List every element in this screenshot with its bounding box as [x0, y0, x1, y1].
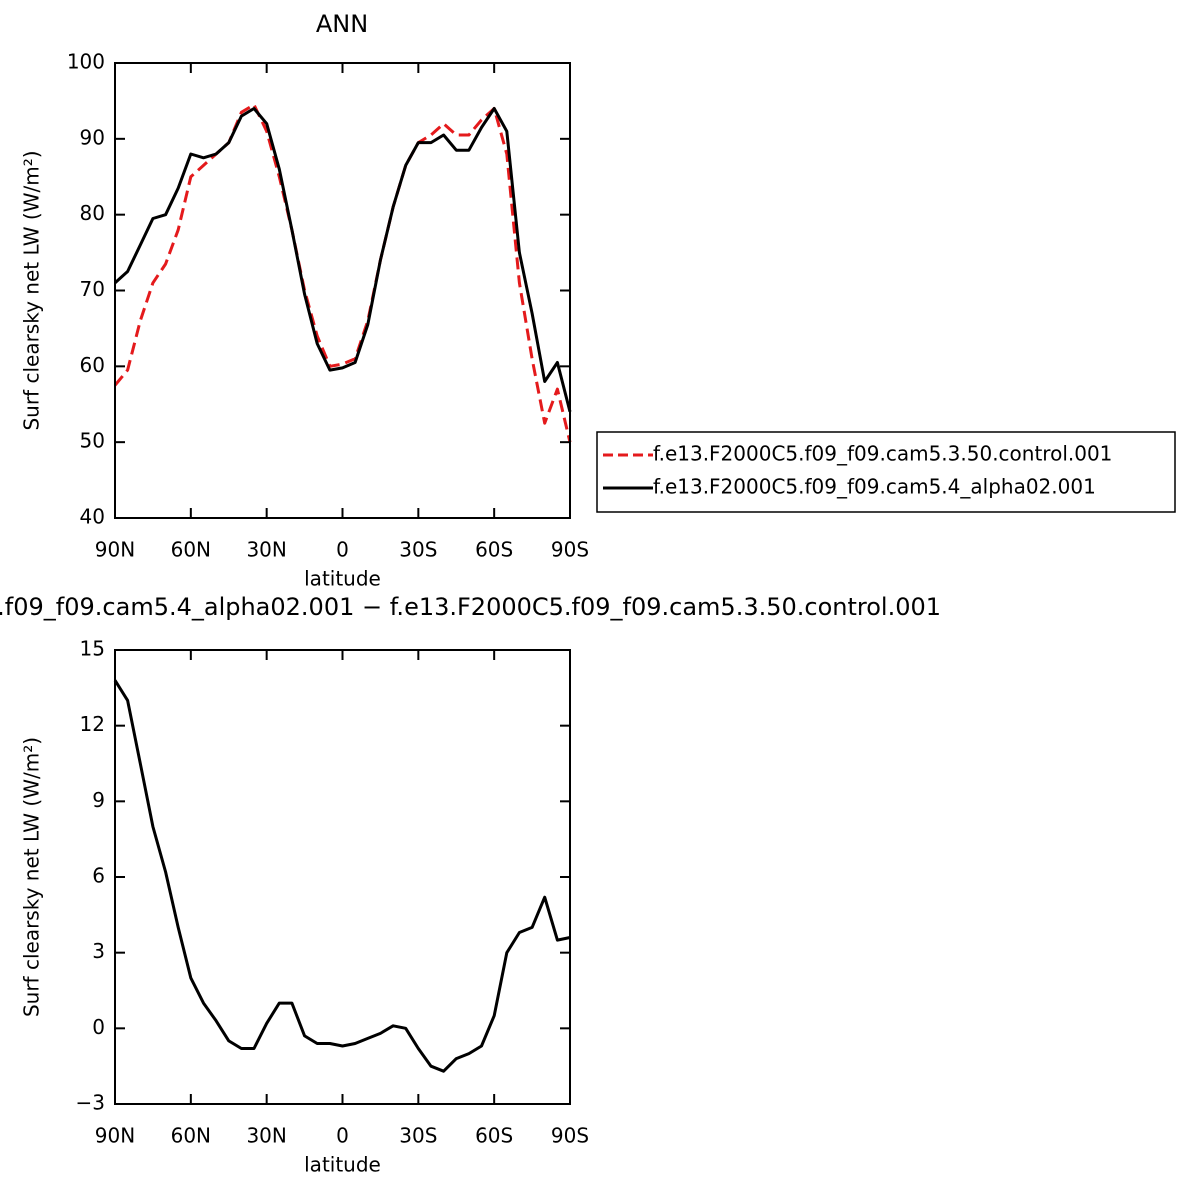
legend-label: f.e13.F2000C5.f09_f09.cam5.4_alpha02.001: [653, 475, 1096, 499]
y-tick-label: 80: [80, 201, 105, 225]
plot-frame: [114, 62, 571, 519]
x-tick-label: 30N: [246, 1124, 286, 1148]
y-tick-label: 90: [80, 125, 105, 149]
chart-title: f.e13.F2000C5.f09_f09.cam5.4_alpha02.001…: [0, 593, 941, 621]
chart-title: ANN: [316, 10, 368, 38]
y-tick-label: 50: [80, 429, 105, 453]
y-axis-label: Surf clearsky net LW (W/m²): [20, 150, 44, 430]
plot-frame: [114, 649, 571, 1105]
y-tick-label: 15: [80, 637, 105, 661]
y-axis-label: Surf clearsky net LW (W/m²): [20, 737, 44, 1017]
x-tick-label: 0: [336, 538, 349, 562]
x-tick-label: 90N: [95, 1124, 135, 1148]
y-tick-label: 6: [92, 864, 105, 888]
x-tick-label: 90S: [551, 1124, 589, 1148]
y-tick-label: −3: [76, 1091, 105, 1115]
x-tick-label: 60S: [475, 1124, 513, 1148]
y-tick-label: 60: [80, 353, 105, 377]
x-tick-label: 90N: [95, 538, 135, 562]
y-tick-label: 9: [92, 788, 105, 812]
x-tick-label: 60N: [171, 538, 211, 562]
y-tick-label: 100: [67, 50, 105, 74]
x-axis-label: latitude: [304, 1153, 381, 1177]
x-tick-label: 30S: [399, 1124, 437, 1148]
data-line: [113, 679, 571, 1073]
legend-label: f.e13.F2000C5.f09_f09.cam5.3.50.control.…: [653, 442, 1112, 466]
y-tick-label: 70: [80, 277, 105, 301]
data-line: [113, 103, 572, 443]
x-tick-label: 90S: [551, 538, 589, 562]
y-tick-label: 3: [92, 939, 105, 963]
data-line: [113, 107, 572, 413]
y-tick-label: 0: [92, 1015, 105, 1039]
x-tick-label: 60N: [171, 1124, 211, 1148]
x-tick-label: 30N: [246, 538, 286, 562]
y-tick-label: 12: [80, 712, 105, 736]
x-tick-label: 30S: [399, 538, 437, 562]
y-tick-label: 40: [80, 505, 105, 529]
x-tick-label: 0: [336, 1124, 349, 1148]
legend-box: [596, 431, 1176, 513]
x-axis-label: latitude: [304, 567, 381, 591]
x-tick-label: 60S: [475, 538, 513, 562]
